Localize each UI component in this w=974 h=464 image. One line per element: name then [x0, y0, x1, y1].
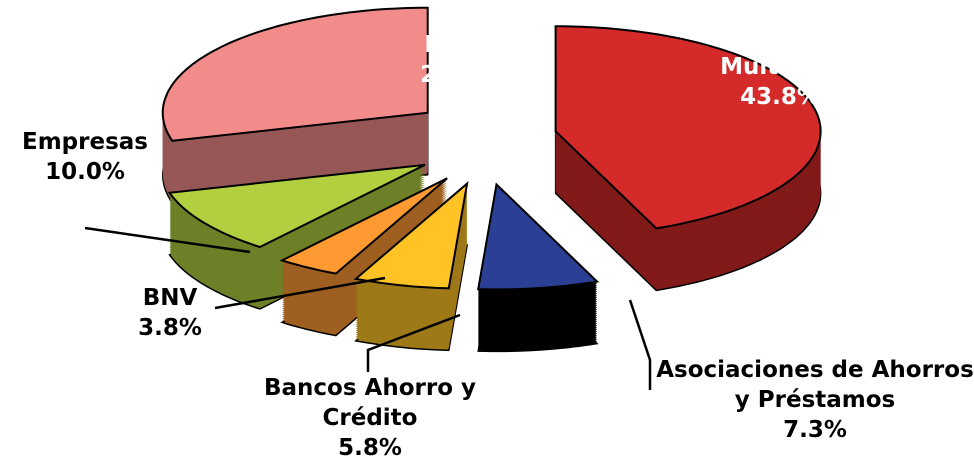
category-label: Empresas [22, 129, 148, 155]
value-label: 3.8% [138, 315, 202, 341]
category-label: Asociaciones de Ahorros y Préstamos [656, 357, 974, 413]
slice-label: BCRD 29.3% [385, 30, 535, 90]
slice-label: Asociaciones de Ahorros y Préstamos 7.3% [655, 355, 974, 445]
slice [554, 25, 822, 230]
category-label: BCRD [424, 32, 496, 58]
slice-label: Bancos Ahorro y Crédito 5.8% [260, 373, 480, 463]
slice [477, 182, 600, 291]
leader-line [84, 226, 251, 254]
value-label: 29.3% [420, 62, 500, 88]
value-label: 7.3% [783, 417, 847, 443]
leader-line [214, 276, 386, 310]
value-label: 43.8% [740, 84, 820, 110]
value-label: 5.8% [338, 435, 402, 461]
leader-line [628, 299, 652, 390]
value-label: 10.0% [45, 159, 125, 185]
slice-label: BNV 3.8% [110, 283, 230, 343]
leader-line [366, 313, 461, 372]
category-label: Bancos Multiples [720, 24, 840, 80]
category-label: Bancos Ahorro y Crédito [263, 375, 477, 431]
slice-label: Bancos Multiples 43.8% [680, 22, 880, 112]
slice [167, 163, 426, 249]
slice-label: Empresas 10.0% [0, 127, 175, 187]
slices [161, 6, 822, 353]
slice [161, 6, 429, 142]
slice [279, 177, 448, 275]
category-label: BNV [142, 285, 198, 311]
leader-lines [84, 226, 652, 390]
